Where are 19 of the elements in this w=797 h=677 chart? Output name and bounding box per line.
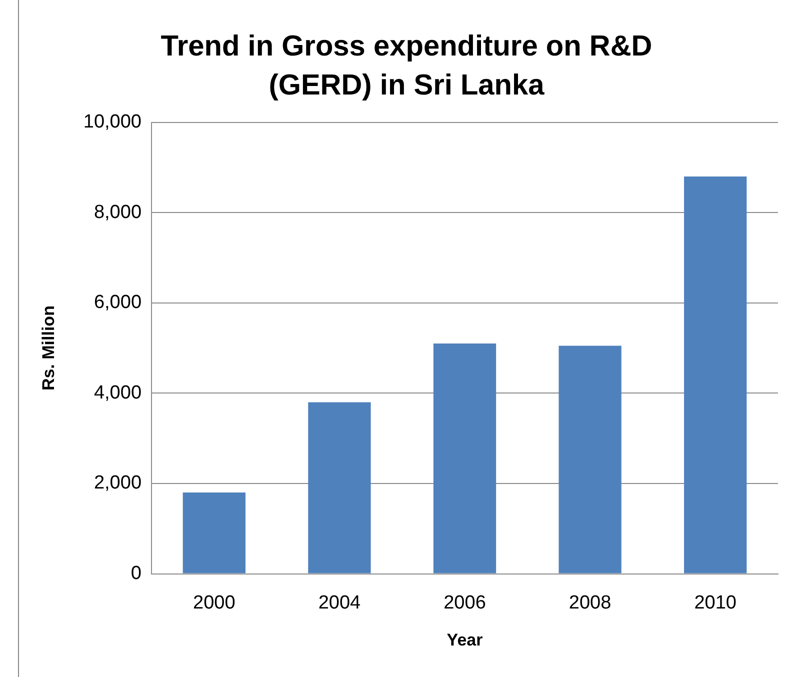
y-tick-label: 10,000	[83, 112, 142, 133]
y-tick-label: 4,000	[94, 382, 142, 404]
y-tick-label: 2,000	[94, 472, 142, 494]
bar	[182, 492, 246, 574]
x-tick-label: 2006	[444, 592, 486, 614]
x-tick-label: 2010	[694, 592, 736, 614]
y-tick-label: 6,000	[94, 292, 142, 314]
x-tick-label: 2000	[193, 592, 236, 614]
y-tick-label: 8,000	[94, 202, 142, 223]
x-tick-label: 2008	[568, 592, 612, 614]
bar	[684, 176, 747, 574]
x-axis-title: Year	[446, 630, 484, 650]
y-tick-label: 0	[130, 563, 142, 584]
bar	[433, 344, 496, 574]
y-axis-title: Rs. Million	[38, 306, 58, 391]
x-tick-label: 2004	[318, 592, 362, 614]
bar	[558, 346, 622, 574]
chart-title: Trend in Gross expenditure on R&D (GERD) in Sri Lanka	[160, 30, 652, 102]
bar	[308, 402, 371, 574]
